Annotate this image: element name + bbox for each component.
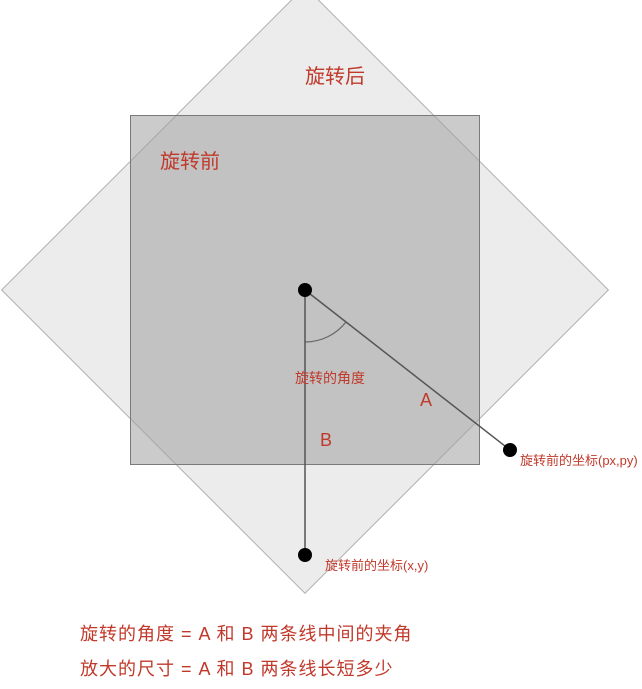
- dot-center: [298, 283, 312, 297]
- dot-point-b: [298, 548, 312, 562]
- label-after-rotation: 旋转后: [305, 60, 365, 89]
- label-line-b: B: [320, 430, 332, 451]
- dot-point-a: [503, 443, 517, 457]
- label-line-a: A: [420, 390, 432, 411]
- diagram-area: 旋转后 旋转前 旋转的角度 A B 旋转前的坐标(px,py) 旋转前的坐标(x…: [0, 0, 642, 600]
- label-before-rotation: 旋转前: [160, 145, 220, 174]
- label-coord-a: 旋转前的坐标(px,py): [520, 450, 638, 469]
- label-coord-b: 旋转前的坐标(x,y): [325, 555, 428, 574]
- caption-scale-formula: 放大的尺寸 = A 和 B 两条线长短多少: [80, 655, 394, 681]
- caption-angle-formula: 旋转的角度 = A 和 B 两条线中间的夹角: [80, 620, 413, 646]
- label-rotation-angle: 旋转的角度: [295, 368, 365, 388]
